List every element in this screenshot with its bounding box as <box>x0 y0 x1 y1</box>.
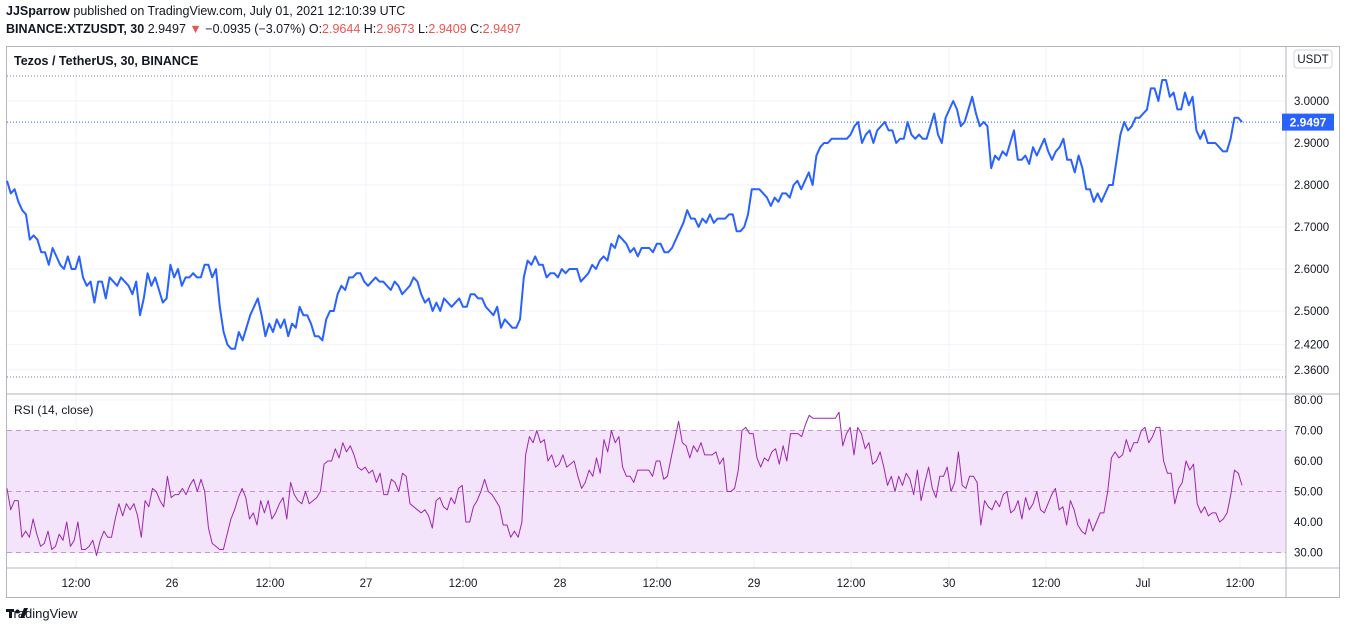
time-tick-label: 12:00 <box>449 578 478 590</box>
time-tick-label: Jul <box>1136 578 1151 590</box>
quote-line: BINANCE:XTZUSDT, 30 2.9497 ▼ −0.0935 (−3… <box>6 22 521 36</box>
time-tick-label: 29 <box>748 578 761 590</box>
price-tick-label: 2.5000 <box>1294 306 1329 318</box>
currency-label: USDT <box>1297 54 1328 66</box>
last-price-badge: 2.9497 <box>1282 113 1334 131</box>
price-series-line <box>6 79 1243 350</box>
tradingview-logo-icon[interactable] <box>6 606 28 620</box>
time-tick-label: 30 <box>943 578 956 590</box>
close-value: 2.9497 <box>482 22 521 36</box>
rsi-tick-label: 50.00 <box>1294 487 1323 499</box>
time-axis[interactable]: 12:00 26 12:00 27 12:00 28 12:00 29 12:00 30 12:00… <box>62 578 1255 590</box>
low-value: 2.9409 <box>428 22 467 36</box>
rsi-tick-label: 30.00 <box>1294 548 1323 560</box>
rsi-axis[interactable]: 80.00 70.00 60.00 50.00 40.00 30.00 <box>1294 395 1323 560</box>
published-text: published on TradingView.com, July 01, 2… <box>73 4 406 18</box>
price-tick-label: 2.6000 <box>1294 264 1329 276</box>
price-pane-title: Tezos / TetherUS, 30, BINANCE <box>14 54 198 68</box>
time-tick-label: 26 <box>166 578 179 590</box>
last-price-label: 2.9497 <box>1290 116 1327 130</box>
chart-frame[interactable] <box>6 46 1340 598</box>
rsi-tick-label: 60.00 <box>1294 456 1323 468</box>
price-tick-label: 2.3600 <box>1294 365 1329 377</box>
price-axis[interactable]: 3.0000 2.9000 2.8000 2.7000 2.6000 2.5000 2.42… <box>1294 96 1329 377</box>
publish-line: JJSparrow published on TradingView.com, … <box>6 4 405 18</box>
rsi-band <box>7 430 1286 553</box>
high-label: H: <box>363 22 377 36</box>
symbol-label: BINANCE:XTZUSDT, 30 <box>6 22 145 36</box>
price-tick-label: 2.7000 <box>1294 222 1329 234</box>
time-tick-label: 27 <box>360 578 373 590</box>
rsi-series-line <box>6 411 1243 556</box>
open-value: 2.9644 <box>322 22 361 36</box>
time-tick-label: 12:00 <box>256 578 285 590</box>
rsi-tick-label: 70.00 <box>1294 426 1323 438</box>
down-arrow-icon: ▼ <box>189 22 202 36</box>
grid-lines <box>7 47 1286 568</box>
author-name[interactable]: JJSparrow <box>6 4 70 18</box>
time-tick-label: 12:00 <box>1032 578 1061 590</box>
time-tick-label: 12:00 <box>62 578 91 590</box>
high-value: 2.9673 <box>376 22 415 36</box>
time-tick-label: 12:00 <box>1226 578 1255 590</box>
rsi-tick-label: 80.00 <box>1294 395 1323 407</box>
footer: TradingView <box>6 606 78 621</box>
price-tick-label: 2.4200 <box>1294 340 1329 352</box>
currency-badge[interactable]: USDT <box>1293 49 1333 69</box>
price-change: −0.0935 (−3.07%) <box>205 22 306 36</box>
price-tick-label: 2.9000 <box>1294 138 1329 150</box>
low-label: L: <box>417 22 429 36</box>
time-tick-label: 12:00 <box>643 578 672 590</box>
price-tick-label: 3.0000 <box>1294 96 1329 108</box>
rsi-tick-label: 40.00 <box>1294 517 1323 529</box>
open-label: O: <box>308 22 323 36</box>
rsi-pane-title: RSI (14, close) <box>14 403 93 417</box>
last-price: 2.9497 <box>147 22 186 36</box>
rsi-band-lines <box>7 430 1286 553</box>
time-tick-label: 28 <box>554 578 567 590</box>
time-tick-label: 12:00 <box>837 578 866 590</box>
close-label: C: <box>470 22 483 36</box>
price-tick-label: 2.8000 <box>1294 180 1329 192</box>
